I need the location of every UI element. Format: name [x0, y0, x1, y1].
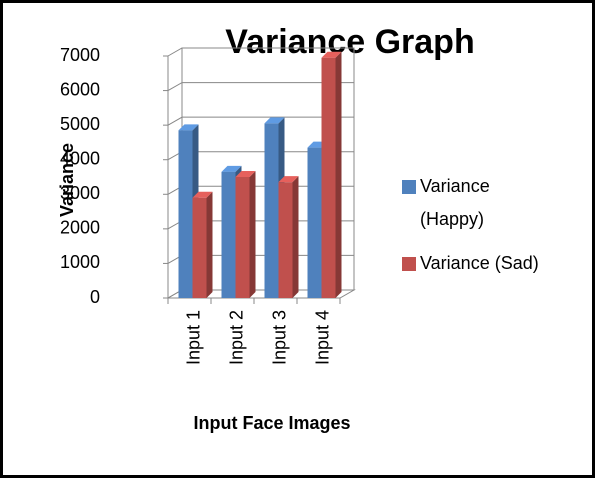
y-tick-label: 5000 [60, 114, 100, 134]
grid-line [167, 47, 354, 57]
bar [192, 197, 207, 298]
legend-swatch [402, 180, 416, 194]
y-tick-label: 2000 [60, 218, 100, 238]
chart-title: Variance Graph [225, 23, 474, 61]
legend-entry: Variance (Happy) [420, 176, 490, 229]
bar-top [192, 191, 213, 198]
bar [221, 171, 236, 298]
bar-top [178, 124, 199, 131]
bar [264, 123, 279, 299]
bar-top [221, 165, 242, 172]
bar-top [321, 51, 342, 58]
x-tick-label: Input 2 [226, 310, 246, 365]
bar-top [235, 171, 256, 177]
y-tick-label: 0 [90, 287, 100, 307]
grid-line [167, 116, 354, 126]
bar-side [335, 51, 342, 298]
bar-side [206, 191, 213, 298]
bar [321, 57, 336, 298]
legend-label: Variance (Happy) [420, 176, 490, 229]
legend-swatch [402, 257, 416, 271]
grid-line [167, 82, 354, 92]
bar [235, 177, 250, 298]
y-axis-title: Variance [57, 143, 77, 217]
x-tick-label: Input 3 [269, 310, 289, 365]
y-tick-label: 3000 [60, 183, 100, 203]
bar-side [292, 176, 299, 298]
x-tick-label: Input 1 [183, 310, 203, 365]
y-tick-label: 7000 [60, 45, 100, 65]
x-axis-title: Input Face Images [193, 413, 350, 433]
bar [178, 130, 193, 298]
bar-side [249, 171, 256, 298]
y-tick-label: 4000 [60, 148, 100, 168]
y-tick-label: 6000 [60, 79, 100, 99]
bar [278, 182, 293, 298]
y-tick-label: 1000 [60, 252, 100, 272]
x-tick-label: Input 4 [312, 310, 332, 365]
legend-label: Variance (Sad) [420, 253, 539, 273]
bar [307, 147, 322, 298]
bar-top [278, 176, 299, 183]
bar-top [264, 117, 285, 124]
legend-entry: Variance (Sad) [420, 253, 539, 273]
